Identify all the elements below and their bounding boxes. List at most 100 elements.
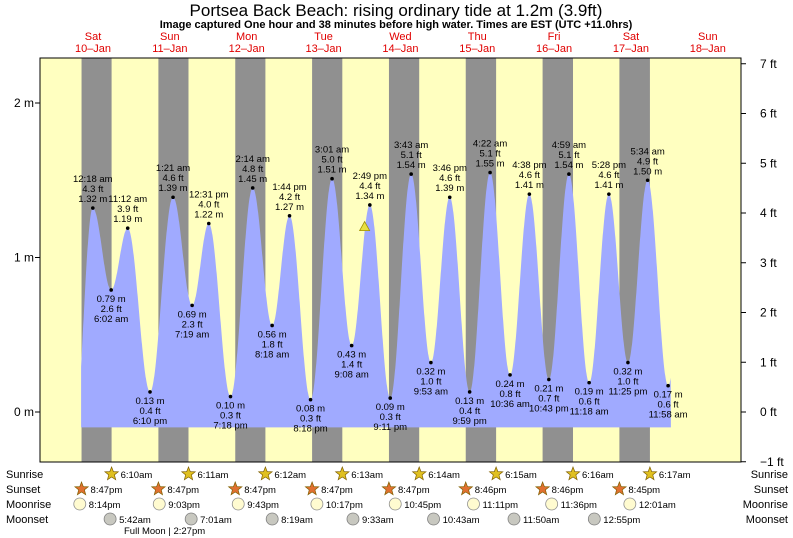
low-time-label: 6:10 pm [133,416,167,427]
moonset-icon [346,512,360,526]
high-time-label: 5:28 pm [592,160,626,171]
low-time-label: 9:53 am [414,387,448,398]
day-name: Sat [623,31,640,43]
low-ft-label: 0.8 ft [499,389,520,400]
sunrise-icon [488,466,504,481]
low-ft-label: 1.0 ft [420,377,441,388]
extreme-point [488,170,492,175]
high-time-label: 2:14 am [236,154,270,165]
right-axis-tick-label: 3 ft [760,256,777,270]
moonrise-time: 11:11pm [482,500,518,511]
day-name: Thu [468,31,487,43]
high-ft-label: 4.2 ft [279,192,300,203]
extreme-point [349,343,354,348]
low-ft-label: 0.6 ft [658,400,679,411]
sunrise-icon [565,466,581,481]
extreme-point [228,394,233,399]
sunset-time: 8:47pm [321,485,353,496]
high-time-label: 12:18 am [73,174,113,185]
low-m-label: 0.69 m [178,309,207,320]
sunrise-time: 6:16am [582,470,614,481]
low-time-label: 6:02 am [94,314,128,325]
high-time-label: 3:43 am [394,140,428,151]
low-m-label: 0.19 m [575,387,604,398]
sunset-icon [381,481,397,496]
row-label-left: Sunset [6,484,40,496]
full-moon-label: Full Moon | 2:27pm [124,526,205,537]
sunrise-time: 6:17am [659,470,691,481]
high-m-label: 1.34 m [355,191,384,202]
low-time-label: 10:43 pm [529,404,569,415]
moonrise-time: 11:36pm [561,500,597,511]
day-date: 17–Jan [613,43,649,55]
chart-title: Portsea Back Beach: rising ordinary tide… [190,1,603,20]
sunset-icon [227,481,243,496]
moonset-icon [587,512,601,526]
high-time-label: 12:31 pm [189,190,229,201]
extreme-point [567,172,571,176]
day-date: 14–Jan [382,43,418,55]
moonrise-icon [73,497,87,511]
sunset-time: 8:47pm [167,485,199,496]
low-time-label: 8:18 pm [293,424,327,435]
high-ft-label: 4.6 ft [598,170,619,181]
current-level-marker [358,220,371,231]
low-m-label: 0.13 m [135,396,164,407]
day-date: 11–Jan [152,43,187,55]
low-m-label: 0.32 m [416,367,445,378]
extreme-point [626,360,630,365]
high-time-label: 4:59 am [552,140,586,151]
sunset-time: 8:47pm [91,485,123,496]
moonrise-icon [545,497,559,511]
extreme-point [250,186,255,190]
high-m-label: 1.39 m [158,183,187,194]
low-time-label: 11:18 am [570,407,609,418]
high-m-label: 1.41 m [594,180,623,191]
moonset-time: 10:43am [443,515,480,526]
day-name: Sun [698,31,718,43]
high-time-label: 11:12 am [108,194,147,205]
extreme-point [388,396,393,400]
high-m-label: 1.50 m [633,166,662,177]
high-ft-label: 5.1 ft [401,150,422,161]
extreme-point [91,206,95,210]
moonset-icon [103,512,117,526]
sunrise-icon [257,466,274,481]
low-ft-label: 2.6 ft [101,304,122,315]
axes: 0 m 1 m 2 m −1 ft 0 ft 1 ft 2 ft 3 ft 4 ft 5 ft 6 … [14,57,784,469]
extreme-point [109,288,113,292]
sunrise-icon [411,466,427,481]
high-time-label: 4:22 am [473,139,507,150]
sunrise-time: 6:12am [274,470,306,481]
extreme-point [125,226,130,230]
extreme-point [447,195,452,200]
low-time-label: 11:58 am [649,410,688,421]
extreme-point [666,383,670,388]
high-m-label: 1.41 m [515,180,544,191]
sunrise-time: 6:11am [197,470,228,481]
low-m-label: 0.08 m [296,404,325,415]
moonrise-time: 9:03pm [168,500,200,511]
row-label-left: Moonset [6,514,48,526]
high-m-label: 1.27 m [275,202,304,213]
day-labels: Sat10–JanSun11–JanMon12–JanTue13–JanWed1… [75,31,726,55]
moonset-time: 9:33am [362,515,394,526]
extreme-point [429,360,433,365]
moonset-time: 8:19am [281,515,313,526]
sunset-icon [534,481,551,496]
sunset-icon [73,481,90,496]
sunrise-time: 6:10am [121,470,153,481]
day-name: Fri [548,31,561,43]
high-m-label: 1.39 m [435,183,464,194]
high-m-label: 1.22 m [194,210,223,221]
row-label-right: Sunrise [751,469,788,481]
high-ft-label: 4.8 ft [242,164,263,175]
day-date: 13–Jan [306,43,342,55]
day-date: 18–Jan [690,43,726,55]
low-time-label: 7:19 am [175,329,209,340]
moonrise-icon [467,497,480,511]
low-time-label: 9:59 pm [452,416,486,427]
high-m-label: 1.45 m [238,174,267,185]
low-time-label: 10:36 am [490,399,530,410]
row-label-right: Moonrise [743,499,788,511]
